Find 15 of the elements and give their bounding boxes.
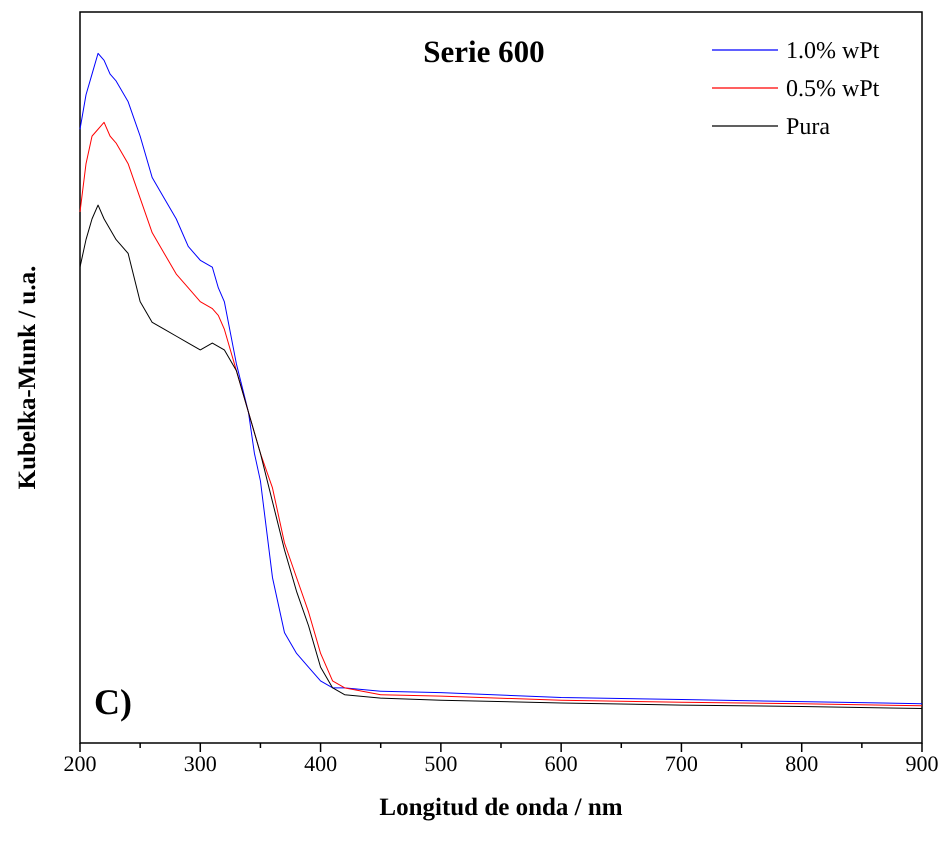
y-axis-title: Kubelka-Munk / u.a. <box>14 266 41 490</box>
x-tick-label: 600 <box>544 751 578 776</box>
x-tick-label: 500 <box>424 751 458 776</box>
legend-label: Pura <box>786 114 830 140</box>
legend-label: 1.0% wPt <box>786 38 880 64</box>
x-tick-label: 700 <box>664 751 698 776</box>
x-tick-label: 400 <box>304 751 338 776</box>
x-tick-label: 800 <box>785 751 818 776</box>
legend-label: 0.5% wPt <box>786 76 880 102</box>
annotation: C) <box>94 682 132 722</box>
x-tick-label: 900 <box>906 751 938 776</box>
x-tick-label: 200 <box>64 751 96 776</box>
x-axis-title: Longitud de onda / nm <box>379 794 623 821</box>
chart-title: Serie 600 <box>423 34 545 69</box>
x-tick-label: 300 <box>184 751 217 776</box>
